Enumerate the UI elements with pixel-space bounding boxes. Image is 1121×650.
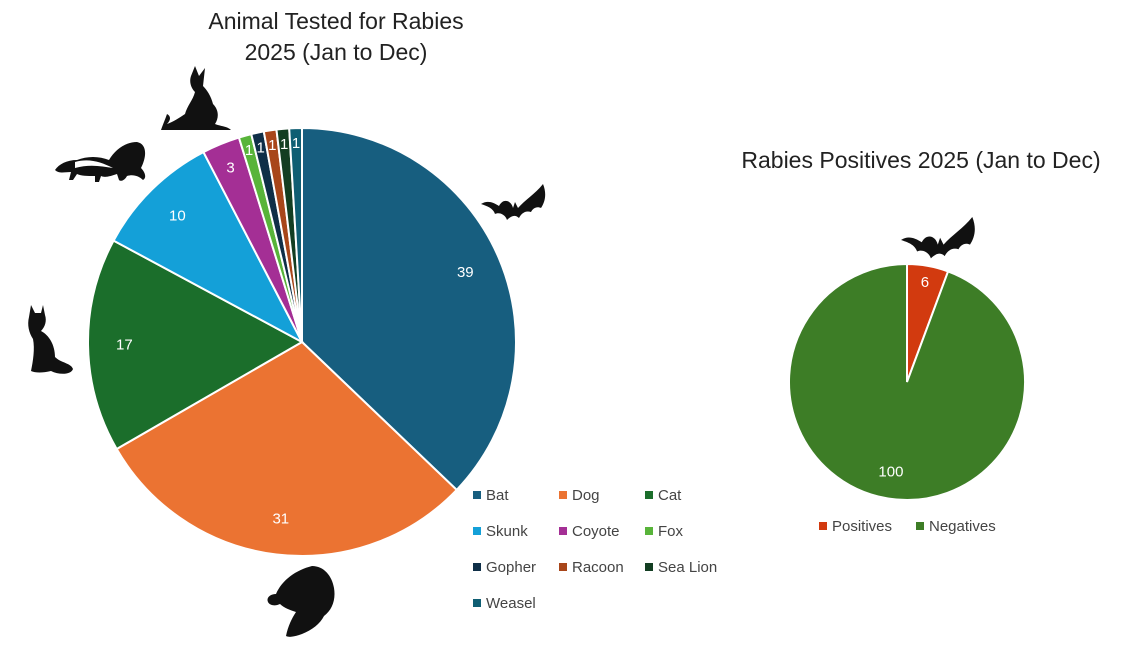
- legend-label-sea-lion: Sea Lion: [658, 559, 717, 576]
- data-label-fox: 1: [245, 142, 253, 159]
- data-label-dog: 31: [272, 510, 289, 527]
- dog-icon: [267, 566, 335, 637]
- legend-swatch-bat: [473, 491, 481, 499]
- legend-label-gopher: Gopher: [486, 559, 536, 576]
- legend-swatch-racoon: [559, 563, 567, 571]
- legend-swatch-fox: [645, 527, 653, 535]
- legend-swatch-positives: [819, 522, 827, 530]
- legend-item-sea-lion: Sea Lion: [645, 559, 717, 576]
- data-label-gopher: 1: [256, 139, 264, 156]
- legend-item-fox: Fox: [645, 523, 684, 540]
- slice-cat: [87, 239, 305, 451]
- chart1-legend: Bat Dog Cat Skunk Coyote Fox Gopher Racoon Sea L…: [473, 487, 717, 612]
- chart2-legend: Positives Negatives: [819, 518, 996, 535]
- legend-item-coyote: Coyote: [559, 523, 620, 540]
- legend-item-gopher: Gopher: [473, 559, 536, 576]
- legend-label-cat: Cat: [658, 487, 682, 504]
- legend-swatch-skunk: [473, 527, 481, 535]
- legend-label-fox: Fox: [658, 523, 684, 540]
- legend-label-weasel: Weasel: [486, 595, 536, 612]
- legend-label-negatives: Negatives: [929, 518, 996, 535]
- legend-item-skunk: Skunk: [473, 523, 528, 540]
- data-label-weasel: 1: [292, 135, 300, 152]
- legend-item-negatives: Negatives: [916, 518, 996, 535]
- data-label-skunk: 10: [169, 207, 186, 224]
- legend-item-cat: Cat: [645, 487, 682, 504]
- bat-icon: [481, 184, 546, 220]
- data-label-negatives: 100: [878, 463, 903, 480]
- slice-weasel: [288, 126, 303, 343]
- rabies-positives-chart: Rabies Positives 2025 (Jan to Dec) 6100 …: [741, 147, 1100, 535]
- legend-label-positives: Positives: [832, 518, 892, 535]
- legend-swatch-weasel: [473, 599, 481, 607]
- slice-dog: [115, 340, 459, 557]
- legend-item-positives: Positives: [819, 518, 892, 535]
- chart2-slices: [788, 262, 1027, 501]
- skunk-icon: [55, 142, 146, 182]
- legend-label-coyote: Coyote: [572, 523, 620, 540]
- slice-bat: [301, 126, 517, 492]
- chart1-subtitle: 2025 (Jan to Dec): [245, 39, 428, 65]
- legend-swatch-negatives: [916, 522, 924, 530]
- chart2-title: Rabies Positives 2025 (Jan to Dec): [741, 147, 1100, 173]
- data-label-positives: 6: [921, 274, 929, 291]
- coyote-icon: [161, 66, 231, 130]
- legend-swatch-coyote: [559, 527, 567, 535]
- chart2-data-labels: 6 100: [878, 274, 929, 480]
- bat-icon: [901, 217, 975, 259]
- animals-tested-chart: Animal Tested for Rabies 2025 (Jan to De…: [28, 8, 717, 637]
- data-label-sea-lion: 1: [280, 136, 288, 153]
- data-label-coyote: 3: [226, 160, 234, 177]
- legend-label-bat: Bat: [486, 487, 509, 504]
- slice-skunk: [112, 150, 305, 345]
- legend-swatch-gopher: [473, 563, 481, 571]
- legend-swatch-sea-lion: [645, 563, 653, 571]
- legend-item-racoon: Racoon: [559, 559, 624, 576]
- data-label-cat: 17: [116, 337, 133, 354]
- chart1-slices: [87, 126, 517, 557]
- chart1-title: Animal Tested for Rabies: [208, 8, 463, 34]
- data-label-bat: 39: [457, 264, 474, 281]
- slice-negatives: [788, 262, 1027, 501]
- legend-label-racoon: Racoon: [572, 559, 624, 576]
- legend-item-weasel: Weasel: [473, 595, 536, 612]
- legend-label-skunk: Skunk: [486, 523, 528, 540]
- legend-item-bat: Bat: [473, 487, 509, 504]
- legend-item-dog: Dog: [559, 487, 600, 504]
- cat-icon: [28, 305, 73, 374]
- data-label-racoon: 1: [268, 137, 276, 154]
- legend-swatch-dog: [559, 491, 567, 499]
- legend-label-dog: Dog: [572, 487, 600, 504]
- legend-swatch-cat: [645, 491, 653, 499]
